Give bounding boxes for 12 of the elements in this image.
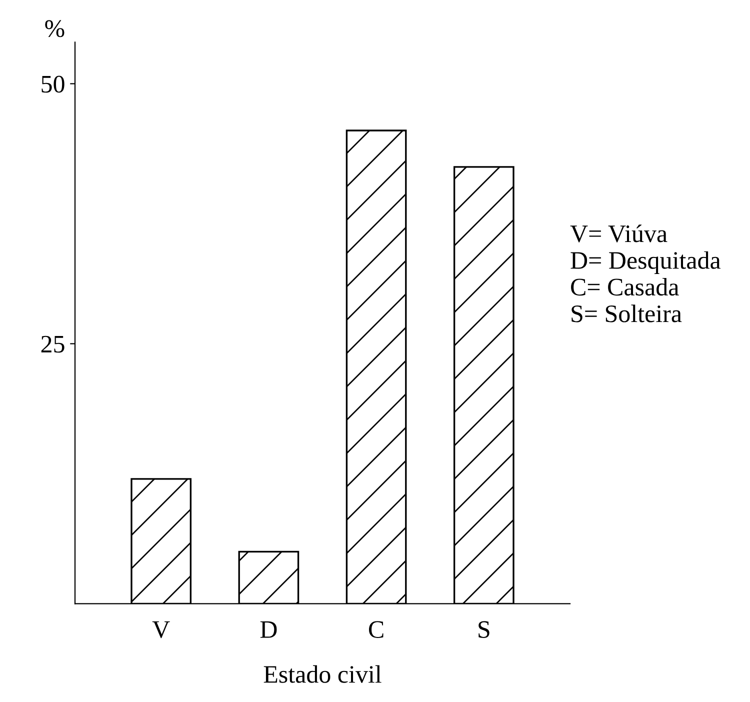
text: C= Casada [571, 278, 679, 296]
text: V= Viúva [570, 224, 668, 242]
x-tick-label: V [152, 621, 170, 638]
text: D= Desquitada [570, 251, 721, 274]
x-tick-label: D [260, 621, 277, 638]
text: S= Solteira [572, 304, 682, 322]
y-axis-title: % [45, 20, 64, 38]
x-tick-label: S [478, 621, 490, 638]
x-axis-title: Estado civil [264, 665, 382, 683]
y-tick-label: 50 [42, 76, 64, 93]
y-tick-label: 25 [41, 336, 64, 353]
x-tick-label: C [368, 621, 384, 638]
